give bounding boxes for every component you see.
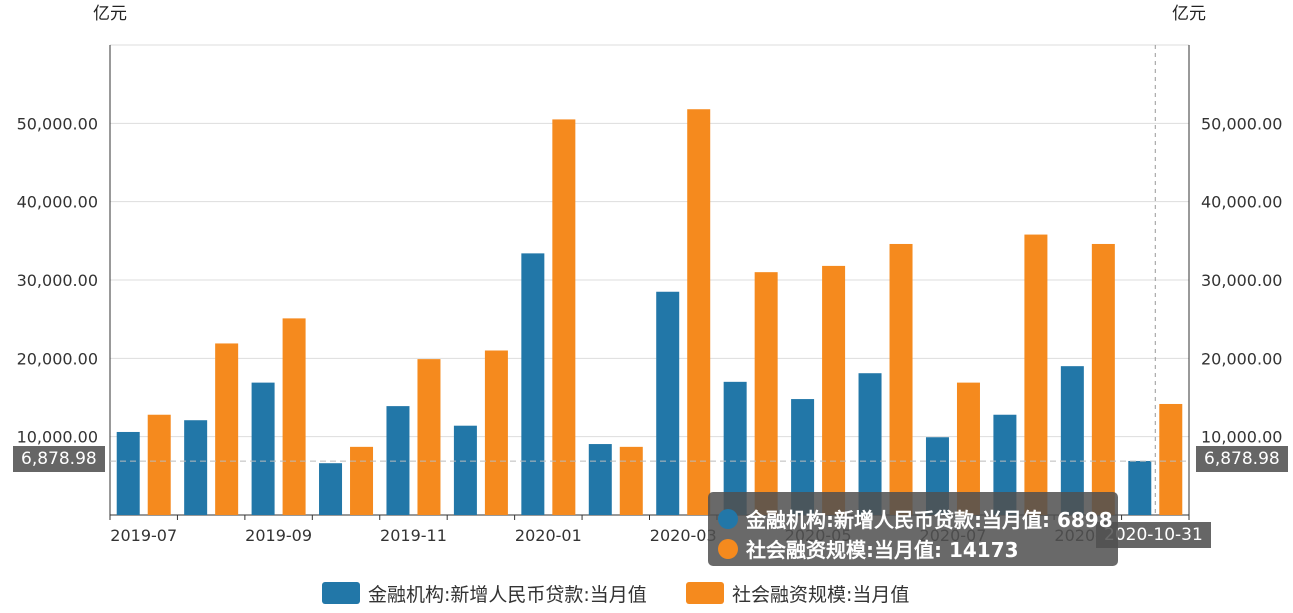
bar [1060, 366, 1084, 515]
y-tick-label-left: 40,000.00 [17, 193, 98, 212]
x-tick-label: 2020-03 [650, 526, 717, 545]
legend-label-loans: 金融机构:新增人民币贷款:当月值 [368, 583, 647, 606]
tooltip-row-social-financing: 社会融资规模:当月值: 14173 [718, 534, 1019, 563]
bar [184, 420, 208, 515]
bar [453, 425, 477, 515]
bar [282, 318, 306, 515]
x-tick-label: 2020-01 [515, 526, 582, 545]
bar [858, 373, 882, 515]
axis-pointer-label-left: 6,878.98 [13, 446, 105, 472]
bar [687, 109, 711, 515]
bar [350, 446, 374, 515]
bar [993, 414, 1017, 515]
y-tick-label-left: 20,000.00 [17, 349, 98, 368]
legend-item-loans[interactable]: 金融机构:新增人民币贷款:当月值 [322, 578, 647, 608]
y-tick-label-left: 10,000.00 [17, 428, 98, 447]
x-tick-label: 2019-07 [110, 526, 177, 545]
y-tick-label-right: 10,000.00 [1201, 428, 1282, 447]
tooltip-text-social-financing: 社会融资规模:当月值: 14173 [746, 538, 1019, 562]
bar [215, 343, 239, 515]
y-tick-label-right: 50,000.00 [1201, 114, 1282, 133]
x-tick-label: 2019-09 [245, 526, 312, 545]
bar [521, 253, 545, 515]
tooltip-dot-loans [718, 508, 738, 529]
bar [319, 463, 343, 515]
bar [656, 291, 680, 515]
bar [251, 382, 275, 515]
bar [588, 444, 612, 515]
tooltip: 金融机构:新增人民币贷款:当月值: 6898 社会融资规模:当月值: 14173 [708, 492, 1118, 566]
y-tick-label-right: 30,000.00 [1201, 271, 1282, 290]
bar [147, 414, 171, 515]
legend-swatch-social-financing [686, 582, 724, 604]
tooltip-row-loans: 金融机构:新增人民币贷款:当月值: 6898 [718, 504, 1113, 533]
y-tick-label-right: 40,000.00 [1201, 193, 1282, 212]
legend-item-social-financing[interactable]: 社会融资规模:当月值 [686, 578, 909, 608]
bar [956, 382, 980, 515]
bar [754, 272, 778, 515]
bar [417, 359, 441, 515]
y-axis-unit-right: 亿元 [1172, 4, 1206, 24]
y-tick-label-left: 30,000.00 [17, 271, 98, 290]
y-tick-label-left: 50,000.00 [17, 114, 98, 133]
bar [484, 350, 508, 515]
bar [619, 446, 643, 515]
bar [723, 381, 747, 515]
axis-pointer-label-right: 6,878.98 [1196, 446, 1288, 472]
bar [116, 431, 140, 515]
y-axis-unit-left: 亿元 [93, 4, 127, 24]
bar [889, 243, 913, 515]
y-tick-label-right: 20,000.00 [1201, 349, 1282, 368]
bar [1128, 460, 1152, 515]
bar [791, 399, 815, 515]
tooltip-dot-social-financing [718, 538, 738, 559]
bar [552, 119, 576, 516]
legend-label-social-financing: 社会融资规模:当月值 [732, 583, 910, 606]
bar [1159, 403, 1183, 515]
bar [386, 406, 410, 515]
x-tick-label: 2019-11 [380, 526, 447, 545]
bar [822, 265, 846, 515]
tooltip-text-loans: 金融机构:新增人民币贷款:当月值: 6898 [746, 508, 1113, 532]
legend-swatch-loans [322, 582, 360, 604]
bar [1024, 234, 1048, 516]
bar [1091, 243, 1115, 515]
